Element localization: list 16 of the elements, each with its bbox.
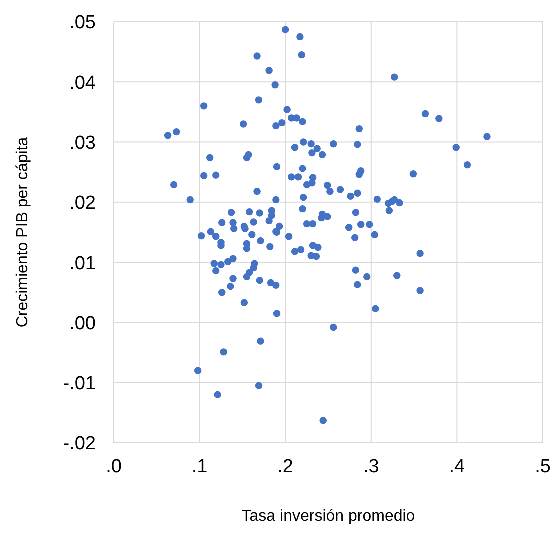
y-tick-label: .01 — [70, 253, 96, 274]
y-tick-label: .03 — [70, 133, 96, 154]
x-tick-label: .4 — [449, 456, 466, 478]
y-tick-label: -.01 — [63, 374, 96, 395]
x-axis-title: Tasa inversión promedio — [242, 508, 416, 525]
y-axis-title: Crecimiento PIB per cápita — [14, 137, 32, 328]
y-tick-label: .04 — [70, 72, 96, 94]
y-tick-label: .05 — [70, 12, 96, 34]
x-tick-label: .1 — [192, 456, 208, 478]
x-tick-label: .3 — [363, 456, 380, 478]
x-tick-label: .0 — [106, 456, 122, 478]
x-tick-label: .5 — [535, 456, 551, 478]
y-tick-label: .02 — [70, 193, 96, 214]
x-tick-label: .2 — [278, 456, 294, 478]
y-tick-label: .00 — [70, 313, 96, 334]
y-tick-label: -.02 — [63, 434, 96, 455]
